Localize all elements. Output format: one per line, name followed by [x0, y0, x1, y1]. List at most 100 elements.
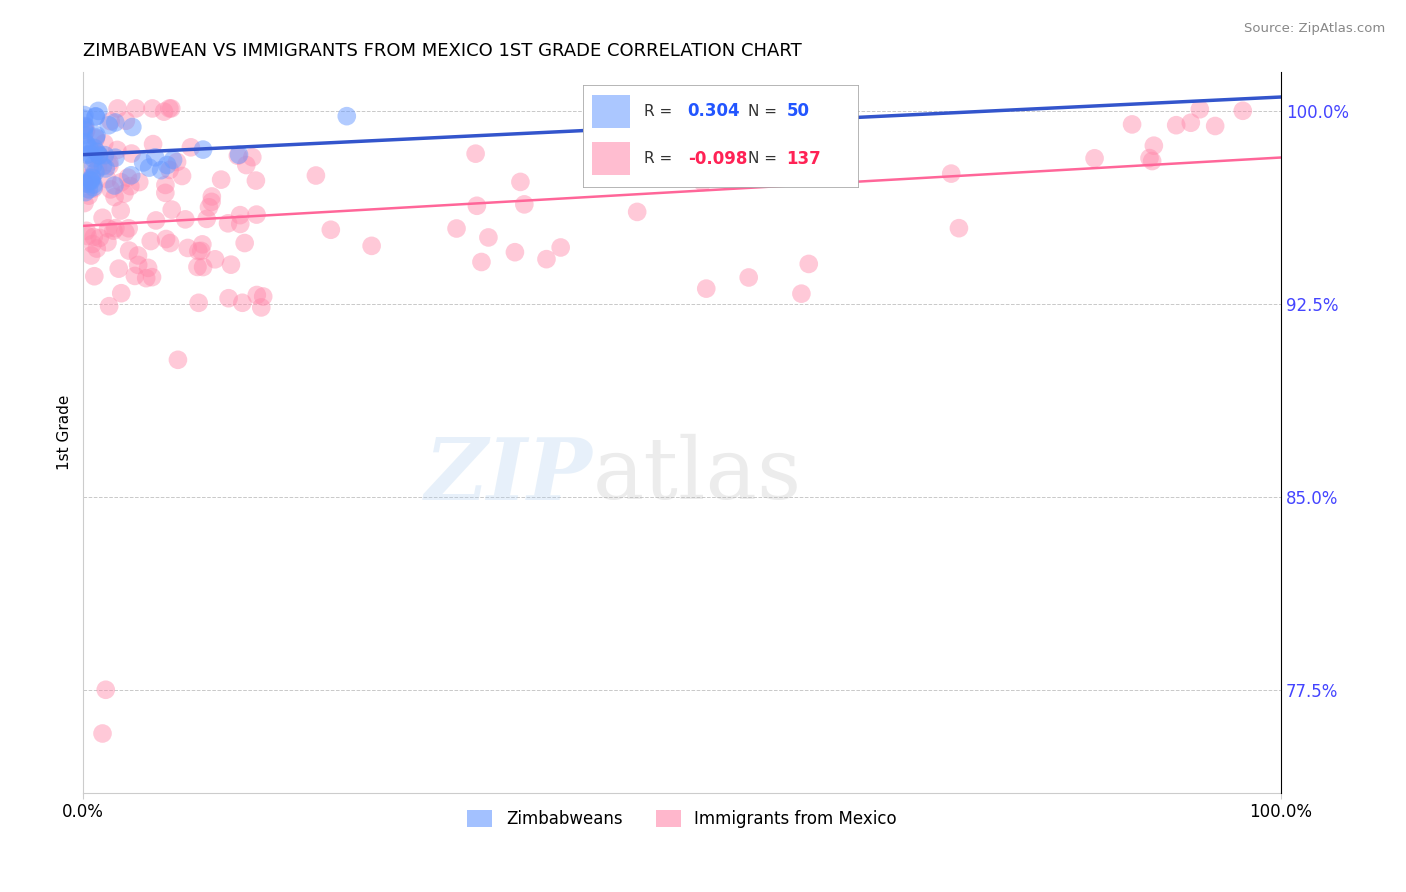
Point — [1140, 154, 1163, 169]
Point — [162, 153, 184, 167]
Point — [724, 146, 747, 161]
Point — [117, 170, 139, 185]
Point — [75, 119, 97, 133]
Legend: Zimbabweans, Immigrants from Mexico: Zimbabweans, Immigrants from Mexico — [461, 803, 904, 835]
Point — [1188, 102, 1211, 116]
Point — [73, 196, 96, 211]
Point — [948, 221, 970, 235]
Point — [77, 182, 100, 196]
Point — [159, 162, 181, 177]
Point — [150, 163, 173, 178]
Y-axis label: 1st Grade: 1st Grade — [58, 395, 72, 470]
Point — [128, 175, 150, 189]
Point — [218, 291, 240, 305]
Point — [73, 120, 96, 134]
Point — [84, 165, 107, 179]
Point — [110, 203, 132, 218]
Point — [84, 110, 107, 124]
Point — [87, 103, 110, 118]
Text: 50: 50 — [786, 103, 810, 120]
Point — [83, 230, 105, 244]
Point — [94, 148, 117, 162]
Point — [114, 186, 136, 201]
Point — [80, 170, 103, 185]
Point — [132, 155, 155, 169]
Point — [83, 180, 105, 194]
Point — [153, 104, 176, 119]
Point — [1180, 116, 1202, 130]
Text: 0.304: 0.304 — [688, 103, 741, 120]
Point — [536, 252, 558, 267]
Point — [100, 182, 122, 196]
Point — [104, 151, 127, 165]
Point — [201, 189, 224, 203]
Point — [79, 147, 101, 161]
Point — [91, 726, 114, 740]
Point — [797, 257, 820, 271]
Point — [174, 212, 197, 227]
Point — [360, 239, 382, 253]
Point — [160, 202, 183, 217]
Point — [231, 295, 253, 310]
Point — [104, 190, 127, 204]
Point — [83, 141, 105, 155]
Text: ZIP: ZIP — [425, 434, 592, 517]
Point — [250, 301, 273, 315]
Point — [187, 244, 209, 258]
Point — [84, 130, 107, 145]
Point — [142, 137, 165, 152]
Point — [191, 143, 214, 157]
Point — [73, 112, 96, 126]
Point — [233, 235, 256, 250]
Point — [120, 169, 142, 183]
Point — [84, 109, 107, 123]
Point — [170, 169, 193, 183]
Point — [612, 111, 634, 125]
Point — [73, 177, 96, 191]
Point — [127, 248, 149, 262]
Point — [139, 234, 162, 248]
Point — [305, 169, 328, 183]
Point — [86, 128, 108, 143]
Point — [82, 152, 104, 166]
Point — [80, 174, 103, 188]
Point — [83, 269, 105, 284]
Point — [73, 108, 96, 122]
Point — [252, 289, 274, 303]
Point — [229, 208, 252, 222]
Point — [79, 141, 101, 155]
Text: ZIMBABWEAN VS IMMIGRANTS FROM MEXICO 1ST GRADE CORRELATION CHART: ZIMBABWEAN VS IMMIGRANTS FROM MEXICO 1ST… — [83, 42, 801, 60]
Point — [470, 255, 492, 269]
Point — [82, 178, 104, 192]
Point — [692, 175, 714, 189]
Point — [198, 200, 221, 214]
Point — [86, 242, 108, 256]
Point — [79, 162, 101, 177]
Point — [115, 113, 138, 128]
Point — [86, 145, 108, 159]
Point — [229, 217, 252, 231]
Point — [245, 173, 267, 187]
Bar — [592, 95, 630, 128]
Point — [73, 128, 96, 142]
Point — [103, 224, 125, 238]
Point — [82, 237, 104, 252]
Point — [76, 137, 98, 152]
Point — [91, 211, 114, 225]
Point — [80, 171, 103, 186]
Point — [245, 208, 267, 222]
Point — [110, 175, 132, 189]
Point — [633, 114, 655, 128]
Point — [118, 244, 141, 258]
Text: atlas: atlas — [592, 434, 801, 517]
Point — [204, 252, 226, 267]
Point — [228, 147, 250, 161]
Point — [941, 167, 963, 181]
Point — [503, 245, 526, 260]
Point — [177, 241, 200, 255]
Point — [235, 158, 257, 172]
Point — [98, 155, 121, 169]
Text: R =: R = — [644, 103, 672, 119]
Point — [1139, 151, 1161, 165]
Point — [187, 295, 209, 310]
